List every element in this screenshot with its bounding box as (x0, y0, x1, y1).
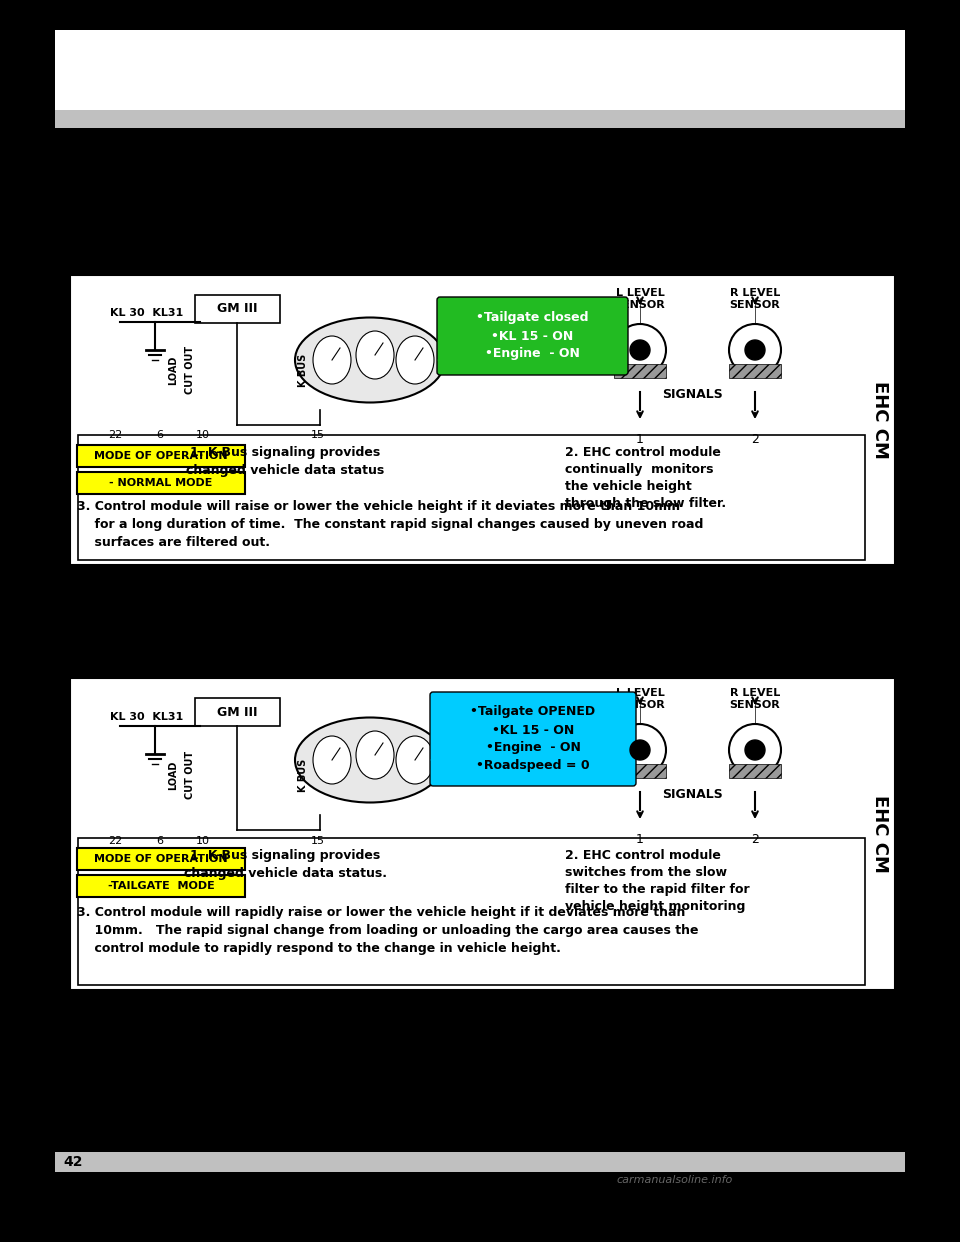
Text: Once the rear lid is closed, KL 15  switched ON and the engine started, the syst: Once the rear lid is closed, KL 15 switc… (63, 180, 690, 194)
Text: •Tailgate OPENED
•KL 15 - ON
•Engine  - ON
•Roadspeed = 0: •Tailgate OPENED •KL 15 - ON •Engine - O… (470, 705, 595, 773)
Ellipse shape (630, 740, 650, 760)
Text: continually  monitors: continually monitors (565, 463, 713, 476)
Text: 6: 6 (156, 836, 163, 846)
Text: 1: 1 (636, 433, 644, 446)
Text: es into the normal operation mode. In the normal mode, the control module will c: es into the normal operation mode. In th… (63, 197, 695, 212)
Bar (195, 296, 280, 323)
Bar (78, 838, 865, 985)
Text: 22: 22 (108, 836, 122, 846)
Text: 2: 2 (751, 433, 759, 446)
Text: SIGNALS: SIGNALS (662, 787, 724, 801)
Ellipse shape (614, 724, 666, 776)
Ellipse shape (313, 737, 351, 784)
Text: GM III: GM III (217, 705, 257, 719)
Ellipse shape (745, 340, 765, 360)
Bar (729, 764, 781, 777)
Ellipse shape (614, 324, 666, 376)
Text: changed vehicle data status: changed vehicle data status (186, 465, 384, 477)
Ellipse shape (729, 324, 781, 376)
Text: EHC CM: EHC CM (871, 795, 889, 873)
Bar (77, 848, 245, 869)
Bar (195, 698, 280, 727)
Text: response time is rapid instead of slow .: response time is rapid instead of slow . (63, 648, 335, 662)
Text: changed vehicle data status.: changed vehicle data status. (183, 867, 387, 881)
Text: 42: 42 (63, 1155, 83, 1169)
Text: switches from the slow: switches from the slow (565, 866, 727, 879)
Text: 1: 1 (636, 833, 644, 846)
Text: the vehicle height: the vehicle height (565, 479, 692, 493)
Text: vehicle height monitoring: vehicle height monitoring (565, 900, 745, 913)
Text: 15: 15 (311, 836, 325, 846)
Text: 2. EHC control module: 2. EHC control module (565, 850, 721, 862)
Text: through the slow filter.: through the slow filter. (565, 497, 726, 510)
Text: monitor the input signals from the ride height sensors and will activate a corre: monitor the input signals from the ride … (63, 216, 685, 230)
Bar (55, 170, 905, 171)
Text: KL 30  KL31: KL 30 KL31 (110, 308, 183, 318)
Text: CUT OUT: CUT OUT (185, 751, 195, 799)
FancyBboxPatch shape (430, 692, 636, 786)
Text: 1. K-Bus signaling provides: 1. K-Bus signaling provides (190, 446, 380, 460)
Bar (55, 30, 905, 111)
Ellipse shape (745, 740, 765, 760)
Text: engine running. The difference between this mode and the normal operating mode i: engine running. The difference between t… (63, 630, 684, 645)
Text: filter to the rapid filter for: filter to the rapid filter for (565, 883, 750, 895)
Bar (77, 472, 245, 494)
Text: ride height deviates by at least  10mm.: ride height deviates by at least 10mm. (63, 233, 338, 248)
Bar (78, 435, 865, 560)
Text: 22: 22 (108, 430, 122, 440)
Text: carmanualsoline.info: carmanualsoline.info (617, 1175, 733, 1185)
Text: 10: 10 (196, 836, 210, 846)
Ellipse shape (729, 724, 781, 776)
Text: 2. EHC control module: 2. EHC control module (565, 446, 721, 460)
Bar (70, 274, 895, 565)
Ellipse shape (356, 332, 394, 379)
Text: K BUS: K BUS (298, 354, 308, 386)
Text: 6: 6 (156, 430, 163, 440)
Text: SIGNALS: SIGNALS (662, 388, 724, 401)
Text: 10: 10 (196, 430, 210, 440)
Text: 15: 15 (311, 430, 325, 440)
Bar (614, 764, 666, 777)
Text: GM III: GM III (217, 303, 257, 315)
Bar (55, 609, 905, 610)
Ellipse shape (313, 337, 351, 384)
Text: -TAILGATE  MODE: -TAILGATE MODE (108, 881, 214, 891)
Text: K BUS: K BUS (298, 759, 308, 791)
FancyBboxPatch shape (437, 297, 628, 375)
Text: LOAD: LOAD (168, 355, 178, 385)
Ellipse shape (295, 318, 445, 402)
Text: 3. Control module will rapidly raise or lower the vehicle height if it deviates : 3. Control module will rapidly raise or … (77, 905, 699, 955)
Text: EHC CM: EHC CM (871, 381, 889, 460)
Text: The tailgate operating mode is activated if the gate is opened with KL - 15 On a: The tailgate operating mode is activated… (63, 612, 663, 626)
Text: 2: 2 (751, 833, 759, 846)
Bar (77, 445, 245, 467)
Ellipse shape (396, 737, 434, 784)
Bar (729, 364, 781, 378)
Text: LOAD: LOAD (168, 760, 178, 790)
Text: L LEVEL
SENSOR: L LEVEL SENSOR (614, 288, 665, 310)
Bar (55, 111, 905, 128)
Text: - NORMAL MODE: - NORMAL MODE (109, 478, 213, 488)
Ellipse shape (630, 340, 650, 360)
Ellipse shape (295, 718, 445, 802)
Text: 3. Control module will raise or lower the vehicle height if it deviates more tha: 3. Control module will raise or lower th… (77, 501, 704, 549)
Text: KL 30  KL31: KL 30 KL31 (110, 712, 183, 722)
Text: Tailgate Operating Mode: Tailgate Operating Mode (63, 590, 294, 609)
Text: MODE OF OPERATION: MODE OF OPERATION (94, 854, 228, 864)
Text: 1. K-Bus signaling provides: 1. K-Bus signaling provides (190, 850, 380, 862)
Bar (614, 364, 666, 378)
Text: R LEVEL
SENSOR: R LEVEL SENSOR (730, 288, 780, 310)
Text: L LEVEL
SENSOR: L LEVEL SENSOR (614, 688, 665, 710)
Text: R LEVEL
SENSOR: R LEVEL SENSOR (730, 688, 780, 710)
Ellipse shape (396, 337, 434, 384)
Bar (77, 876, 245, 897)
Bar (70, 678, 895, 990)
Text: MODE OF OPERATION: MODE OF OPERATION (94, 451, 228, 461)
Ellipse shape (356, 732, 394, 779)
Text: CUT OUT: CUT OUT (185, 347, 195, 394)
Text: •Tailgate closed
•KL 15 - ON
•Engine  - ON: •Tailgate closed •KL 15 - ON •Engine - O… (476, 312, 588, 360)
Text: Normal Operation Mode: Normal Operation Mode (63, 150, 326, 169)
Bar (55, 1153, 905, 1172)
